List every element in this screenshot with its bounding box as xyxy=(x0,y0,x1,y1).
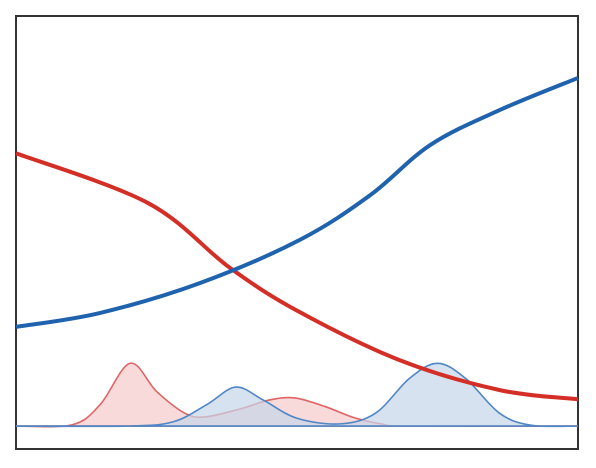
plot-frame xyxy=(15,15,579,450)
line xyxy=(15,76,579,329)
density-area xyxy=(15,362,579,428)
line xyxy=(15,151,579,402)
